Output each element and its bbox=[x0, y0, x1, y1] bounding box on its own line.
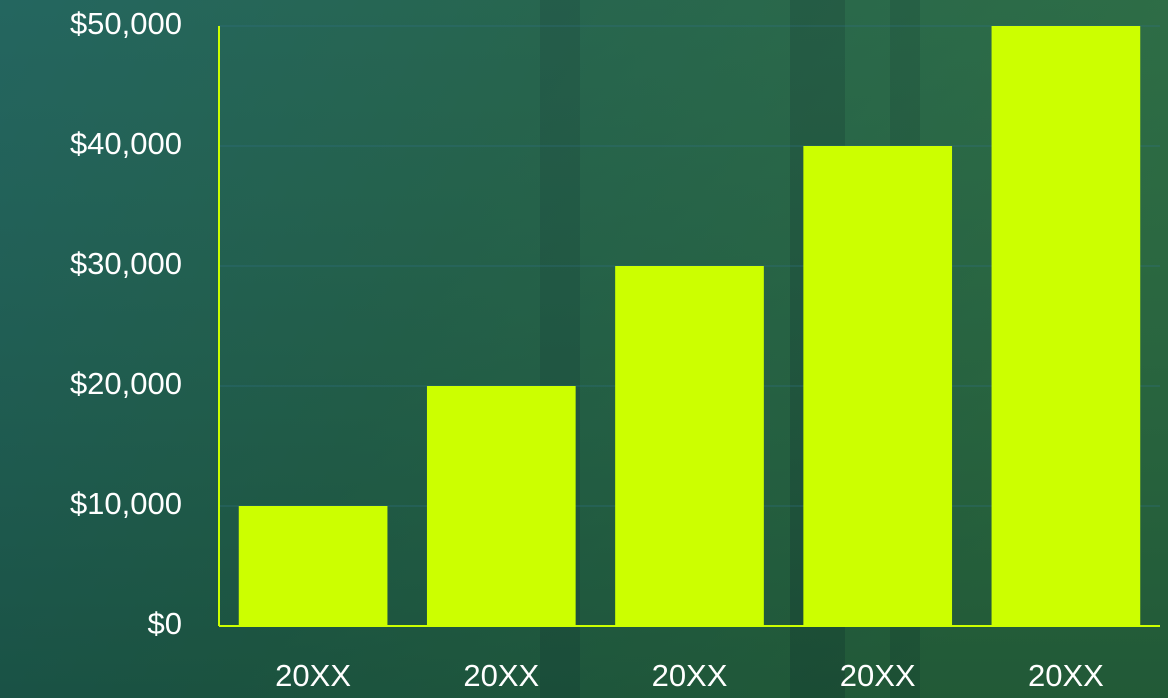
bar bbox=[615, 266, 764, 626]
x-tick-label: 20XX bbox=[463, 658, 539, 693]
y-tick-label: $50,000 bbox=[70, 6, 182, 41]
y-tick-label: $0 bbox=[148, 606, 182, 641]
bar bbox=[238, 506, 388, 626]
bar bbox=[991, 26, 1141, 626]
bar bbox=[426, 386, 576, 626]
x-tick-label: 20XX bbox=[652, 658, 728, 693]
y-tick-label: $40,000 bbox=[70, 126, 182, 161]
y-tick-label: $10,000 bbox=[70, 486, 182, 521]
x-tick-label: 20XX bbox=[275, 658, 351, 693]
y-tick-label: $20,000 bbox=[70, 366, 182, 401]
x-tick-label: 20XX bbox=[1028, 658, 1104, 693]
y-tick-label: $30,000 bbox=[70, 246, 182, 281]
bar bbox=[803, 146, 953, 626]
x-tick-label: 20XX bbox=[840, 658, 916, 693]
